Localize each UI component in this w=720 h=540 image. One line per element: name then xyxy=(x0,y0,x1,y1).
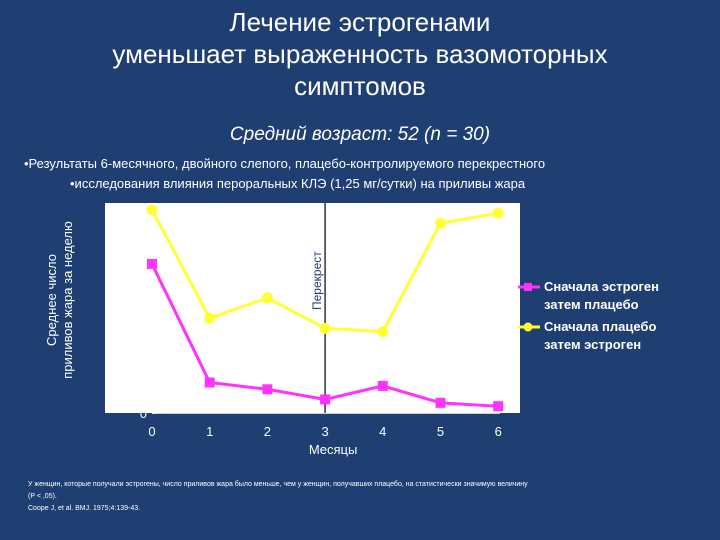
y-tick-label: 30 xyxy=(133,304,147,319)
x-tick-label: 3 xyxy=(321,424,328,439)
footnote-citation: Coope J, et al. BMJ. 1975;4:139-43. xyxy=(28,505,141,512)
legend-label: Сначала эстроген xyxy=(544,279,659,294)
data-point xyxy=(262,384,273,395)
title-line-1: Лечение эстрогенами xyxy=(229,7,491,37)
slide-title: Лечение эстрогенами уменьшает выраженнос… xyxy=(0,6,720,102)
subtitle: Средний возраст: 52 (n = 30) xyxy=(229,124,491,145)
y-tick-label: 50 xyxy=(133,237,147,252)
series-1 xyxy=(147,258,504,412)
title-line-3: симптомов xyxy=(294,71,426,101)
series-layer xyxy=(146,204,504,412)
data-point xyxy=(320,394,331,405)
legend-label: Сначала плацебо xyxy=(544,319,656,334)
series-2 xyxy=(146,204,504,338)
chart-axes: 0 10 20 30 40 50 60 0 1 2 3 4 5 6 Месяцы xyxy=(133,203,502,457)
x-tick-label: 1 xyxy=(206,424,213,439)
data-point xyxy=(435,397,446,408)
y-tick-label: 60 xyxy=(133,203,147,218)
legend: Сначала эстроген затем плацебо Сначала пла… xyxy=(518,279,659,352)
legend-swatch-marker xyxy=(523,322,533,332)
x-tick-label: 4 xyxy=(379,424,386,439)
data-point xyxy=(146,204,158,216)
data-point xyxy=(204,377,215,388)
y-tick-label: 40 xyxy=(133,271,147,286)
data-point xyxy=(435,217,446,229)
data-point xyxy=(377,326,389,338)
data-point xyxy=(147,258,157,269)
crossover-marker: Перекрест xyxy=(310,203,326,413)
bullet-line-2: •исследования влияния пероральных КЛЭ (1… xyxy=(70,176,526,191)
footnote: У женщин, которые получали эстрогены, чи… xyxy=(28,479,718,515)
x-tick-label: 6 xyxy=(495,424,502,439)
crossover-label: Перекрест xyxy=(310,251,324,310)
data-point xyxy=(261,292,273,304)
data-point xyxy=(319,322,331,334)
footnote-line-1: У женщин, которые получали эстрогены, чи… xyxy=(28,481,528,488)
x-axis-label: Месяцы xyxy=(309,442,358,457)
title-line-2: уменьшает выраженность вазомоторных xyxy=(112,39,608,69)
legend-swatch-marker xyxy=(524,283,532,291)
data-point xyxy=(204,312,216,324)
y-tick-label: 10 xyxy=(133,372,147,387)
data-point xyxy=(493,401,504,412)
study-description: •Результаты 6-месячного, двойного слепог… xyxy=(24,154,714,194)
y-tick-label: 20 xyxy=(133,338,147,353)
bullet-line-1: •Результаты 6-месячного, двойного слепог… xyxy=(24,156,546,171)
data-point xyxy=(492,207,504,219)
x-tick-label: 5 xyxy=(437,424,444,439)
y-tick-label: 0 xyxy=(140,406,147,421)
footnote-line-2: (P < ,05). xyxy=(28,493,57,500)
data-point xyxy=(377,380,388,391)
legend-label: затем эстроген xyxy=(544,337,641,352)
legend-label: затем плацебо xyxy=(544,297,639,312)
x-tick-label: 0 xyxy=(148,424,155,439)
x-tick-label: 2 xyxy=(264,424,271,439)
